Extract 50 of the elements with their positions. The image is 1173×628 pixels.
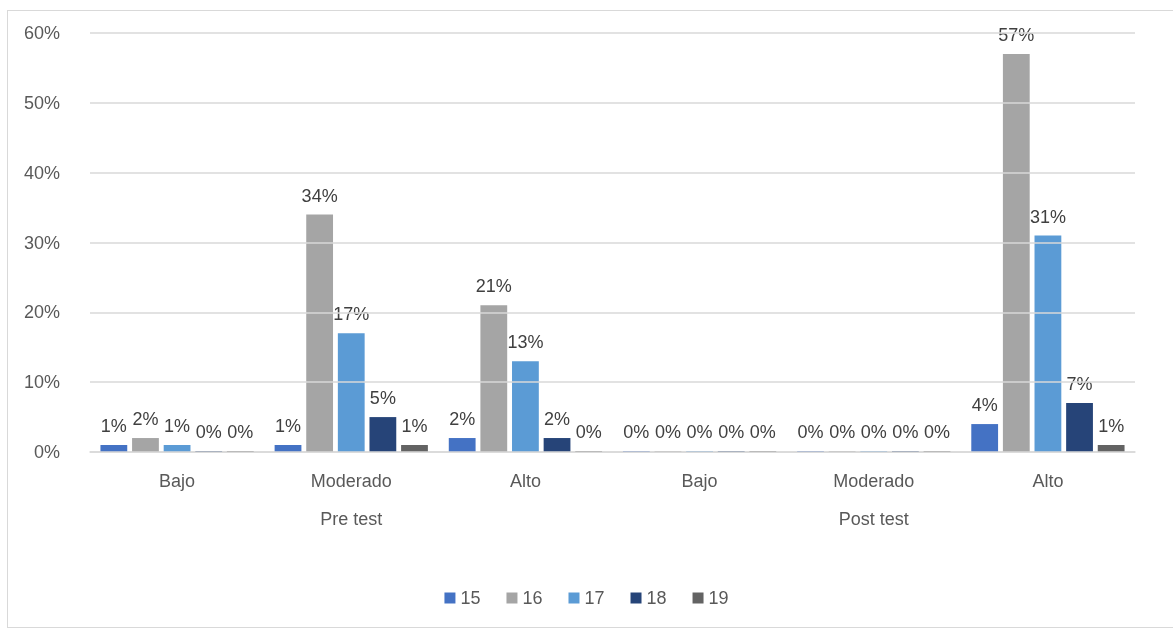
data-label: 0%: [227, 422, 254, 442]
data-label: 0%: [749, 422, 776, 442]
y-tick-label: 30%: [23, 232, 60, 253]
data-label: 0%: [195, 422, 222, 442]
x-tick-label: Alto: [1032, 471, 1064, 491]
text: Pre test: [320, 509, 383, 529]
y-tick-label: 60%: [23, 23, 60, 43]
data-label: 57%: [998, 24, 1035, 45]
data-label: 0%: [860, 422, 887, 442]
legend-label: 17: [584, 588, 605, 608]
legend-label: 18: [646, 588, 667, 608]
data-label: 4%: [971, 395, 998, 416]
x-tick-label: Alto: [509, 471, 541, 491]
data-label: 17%: [333, 304, 370, 325]
data-label: 1%: [164, 416, 191, 437]
y-tick-label: 50%: [23, 92, 60, 113]
data-label: 0%: [654, 422, 681, 442]
data-label: 7%: [1066, 374, 1093, 395]
data-label: 1%: [275, 416, 302, 437]
x-tick-label: Moderado: [310, 471, 392, 491]
x-tick-label: Bajo: [681, 471, 718, 491]
legend-label: 19: [708, 588, 729, 608]
data-label: 2%: [449, 409, 476, 430]
data-label: 0%: [829, 422, 856, 442]
data-label: 34%: [301, 185, 338, 206]
data-label: 13%: [507, 332, 544, 353]
x-tick-label: Moderado: [833, 471, 915, 491]
data-label: 0%: [575, 422, 602, 442]
legend-label: 15: [460, 588, 481, 608]
data-label: 2%: [132, 409, 159, 430]
data-label: 0%: [623, 422, 650, 442]
data-label: 2%: [544, 409, 571, 430]
data-label: 1%: [1098, 416, 1125, 437]
x-tick-label: Bajo: [159, 471, 196, 491]
data-label: 0%: [892, 422, 919, 442]
data-label: 0%: [797, 422, 824, 442]
data-label: 21%: [475, 276, 512, 297]
legend-label: 16: [522, 588, 543, 608]
text: Post test: [838, 509, 909, 529]
data-label: 0%: [686, 422, 713, 442]
y-tick-label: 10%: [23, 372, 60, 393]
data-label: 1%: [401, 416, 428, 437]
data-label: 5%: [369, 388, 396, 409]
data-label: 0%: [718, 422, 745, 442]
y-tick-label: 40%: [23, 162, 60, 183]
y-tick-label: 20%: [23, 302, 60, 323]
y-tick-label: 0%: [33, 442, 60, 462]
data-label: 1%: [100, 416, 127, 437]
data-label: 0%: [923, 422, 950, 442]
data-label: 31%: [1029, 206, 1066, 227]
